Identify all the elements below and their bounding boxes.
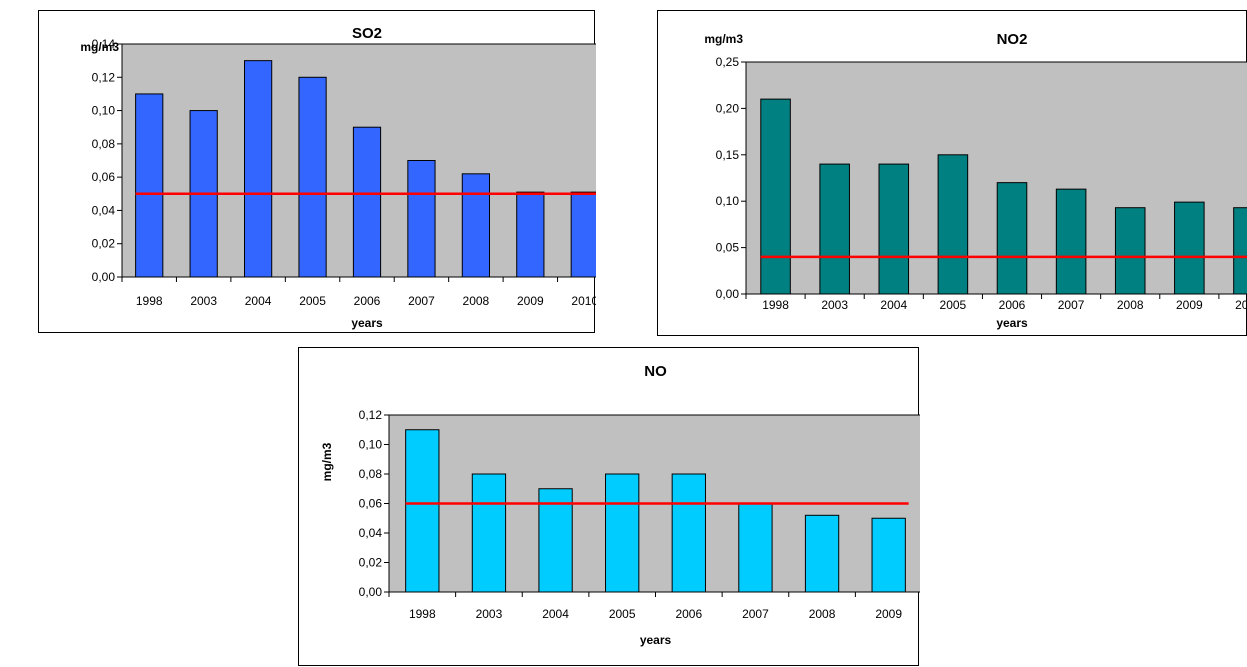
no-x-tick-label: 2005: [609, 607, 636, 621]
no2-chart-svg: NO2 mg/m3 0,00 0,05 0,10 0,15 0,20 0,25 1998 2003…: [704, 31, 1247, 330]
so2-bar-2005: [298, 76, 327, 278]
no-x-tick-label: 2006: [675, 607, 702, 621]
no2-x-tick-label: 2009: [1176, 298, 1203, 312]
no-bar-2005: [605, 473, 640, 593]
so2-x-tick-label: 2006: [354, 294, 381, 308]
so2-x-tick-label: 2003: [190, 294, 217, 308]
no-chart-title: NO: [644, 363, 667, 380]
so2-y-tick-label: 0,08: [92, 137, 116, 151]
so2-y-axis-label: mg/m3: [80, 40, 119, 54]
so2-x-tick-label: 2009: [517, 294, 544, 308]
no-x-tick-label: 2004: [542, 607, 569, 621]
no2-x-axis-label: years: [996, 316, 1028, 330]
so2-x-tick-label: 2010: [571, 294, 596, 308]
no2-y-axis-label: mg/m3: [704, 32, 743, 46]
no2-bar-2010: [1233, 207, 1247, 295]
so2-bar-2009: [516, 191, 545, 278]
no-x-axis-label: years: [640, 633, 672, 647]
so2-x-axis-label: years: [351, 316, 383, 330]
so2-y-tick-label: 0,10: [92, 104, 116, 118]
no-y-axis-label: mg/m3: [320, 442, 334, 481]
so2-y-tick-label: 0,14: [92, 37, 116, 51]
so2-y-tick-label: 0,02: [92, 237, 116, 251]
no2-bar-2003: [819, 163, 850, 295]
no-x-tick-label: 2008: [809, 607, 836, 621]
no2-chart-title: NO2: [997, 31, 1028, 48]
no-bar-2007: [738, 503, 773, 593]
so2-x-tick-label: 2005: [299, 294, 326, 308]
no-y-tick-label: 0,12: [359, 408, 383, 422]
no-y-tick-label: 0,06: [359, 497, 383, 511]
so2-y-tick-label: 0,00: [92, 270, 116, 284]
no-x-tick-label: 2003: [476, 607, 503, 621]
no2-x-tick-label: 2006: [999, 298, 1026, 312]
no-x-tick-label: 1998: [409, 607, 436, 621]
no2-bar-2009: [1174, 201, 1205, 295]
no-bar-2006: [671, 473, 706, 593]
so2-bar-2004: [244, 60, 273, 278]
no-y-tick-label: 0,02: [359, 556, 383, 570]
no2-bar-2005: [937, 154, 969, 295]
no2-chart: NO2 mg/m3 0,00 0,05 0,10 0,15 0,20 0,25 1998 2003…: [657, 10, 1247, 336]
so2-bar-2010: [570, 191, 596, 278]
no-x-tick-label: 2009: [875, 607, 902, 621]
no-bar-2008: [804, 514, 840, 593]
no2-x-tick-label: 2010: [1235, 298, 1247, 312]
no2-x-tick-label: 2004: [880, 298, 907, 312]
no-bar-2003: [471, 473, 507, 593]
no-chart-svg: NO mg/m3 0,00 0,02 0,04 0,06 0,08 0,10 0,12 1998 2…: [320, 363, 920, 647]
so2-y-tick-label: 0,12: [92, 70, 116, 84]
no-bar-1998: [405, 429, 440, 593]
no-y-tick-label: 0,10: [359, 438, 383, 452]
so2-x-tick-label: 2004: [245, 294, 272, 308]
no-chart: NO mg/m3 0,00 0,02 0,04 0,06 0,08 0,10 0,12 1998 2…: [298, 347, 920, 666]
no2-y-tick-label: 0,00: [716, 287, 740, 301]
no2-y-tick-label: 0,15: [716, 148, 740, 162]
so2-chart-title: SO2: [352, 25, 382, 42]
no-y-tick-label: 0,08: [359, 467, 383, 481]
no-bar-2009: [871, 517, 906, 593]
no2-y-tick-label: 0,05: [716, 241, 740, 255]
no2-x-tick-label: 2005: [940, 298, 967, 312]
so2-bar-2006: [352, 126, 382, 278]
no2-bar-2008: [1114, 207, 1146, 295]
no2-x-tick-label: 2008: [1117, 298, 1144, 312]
no2-x-tick-label: 1998: [762, 298, 789, 312]
no2-y-tick-label: 0,10: [716, 194, 740, 208]
so2-chart: SO2 mg/m3 0,00 0,02 0,04 0,06 0,08 0,10 0,12 0,14…: [38, 10, 596, 333]
so2-bar-2007: [407, 160, 436, 278]
no2-y-tick-label: 0,20: [716, 101, 740, 115]
no-y-tick-label: 0,00: [359, 585, 383, 599]
no2-bar-2004: [878, 163, 910, 295]
so2-y-tick-label: 0,04: [92, 203, 116, 217]
no2-bar-2006: [996, 182, 1028, 295]
no-y-tick-label: 0,04: [359, 526, 383, 540]
no-x-tick-label: 2007: [742, 607, 769, 621]
no2-bar-2007: [1055, 188, 1087, 295]
no2-x-tick-label: 2007: [1058, 298, 1085, 312]
so2-bar-1998: [135, 93, 164, 278]
no2-bar-1998: [760, 98, 791, 295]
so2-y-tick-label: 0,06: [92, 170, 116, 184]
so2-chart-svg: SO2 mg/m3 0,00 0,02 0,04 0,06 0,08 0,10 0,12 0,14…: [80, 25, 596, 330]
no2-x-tick-label: 2003: [821, 298, 848, 312]
so2-x-tick-label: 2008: [463, 294, 490, 308]
so2-x-tick-label: 1998: [136, 294, 163, 308]
so2-x-tick-label: 2007: [408, 294, 435, 308]
no2-y-tick-label: 0,25: [716, 55, 740, 69]
so2-bar-2008: [461, 173, 490, 278]
